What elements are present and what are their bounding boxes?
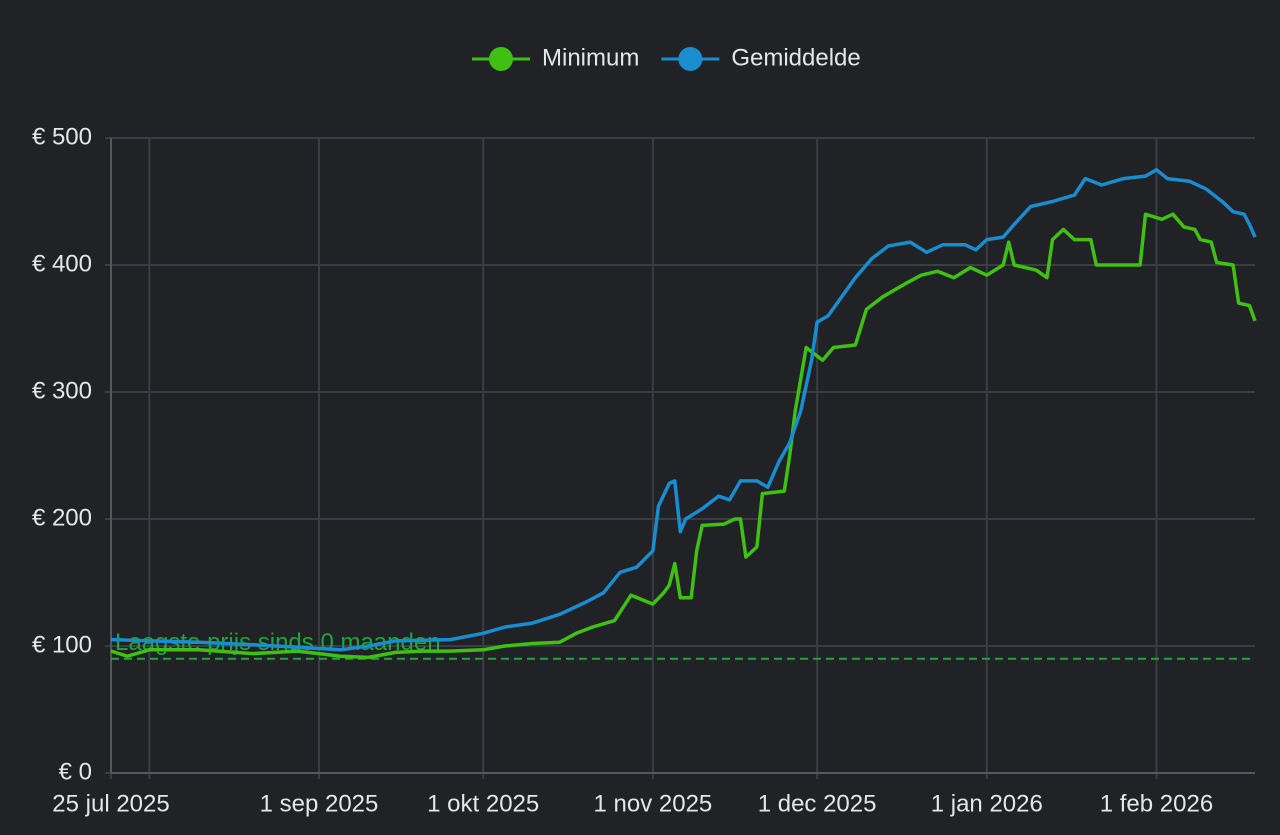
legend-label[interactable]: Minimum	[542, 44, 639, 71]
y-tick-label: € 0	[59, 758, 92, 785]
y-tick-label: € 200	[32, 504, 92, 531]
legend-marker	[678, 47, 703, 71]
series-line	[110, 212, 1257, 660]
y-tick-label: € 100	[32, 631, 92, 658]
y-tick-label: € 300	[32, 377, 92, 404]
x-tick-label: 1 okt 2025	[427, 790, 539, 817]
x-tick-label: 1 sep 2025	[260, 790, 379, 817]
legend-marker	[489, 47, 513, 71]
series-line	[110, 168, 1257, 652]
y-tick-label: € 400	[32, 250, 92, 277]
x-tick-label: 1 dec 2025	[758, 790, 877, 817]
legend: Minimum Gemiddelde	[472, 44, 861, 71]
y-tick-label: € 500	[32, 123, 92, 150]
legend-label[interactable]: Gemiddelde	[731, 44, 860, 71]
x-tick-label: 1 jan 2026	[931, 790, 1043, 817]
x-tick-label: 25 jul 2025	[52, 790, 169, 817]
x-tick-label: 1 feb 2026	[1100, 790, 1213, 817]
x-tick-label: 1 nov 2025	[594, 790, 713, 817]
